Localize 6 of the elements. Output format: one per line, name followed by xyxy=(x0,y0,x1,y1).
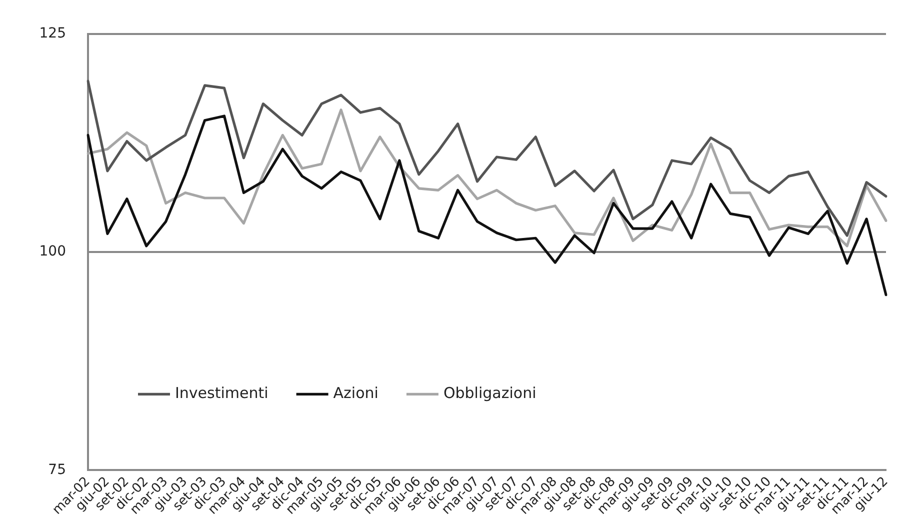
y-tick-label: 75 xyxy=(48,462,66,478)
legend-label: Obbligazioni xyxy=(443,384,536,402)
y-tick-label: 100 xyxy=(39,244,66,260)
legend-label: Investimenti xyxy=(175,384,268,402)
legend-label: Azioni xyxy=(333,384,378,402)
y-tick-label: 125 xyxy=(39,26,66,42)
